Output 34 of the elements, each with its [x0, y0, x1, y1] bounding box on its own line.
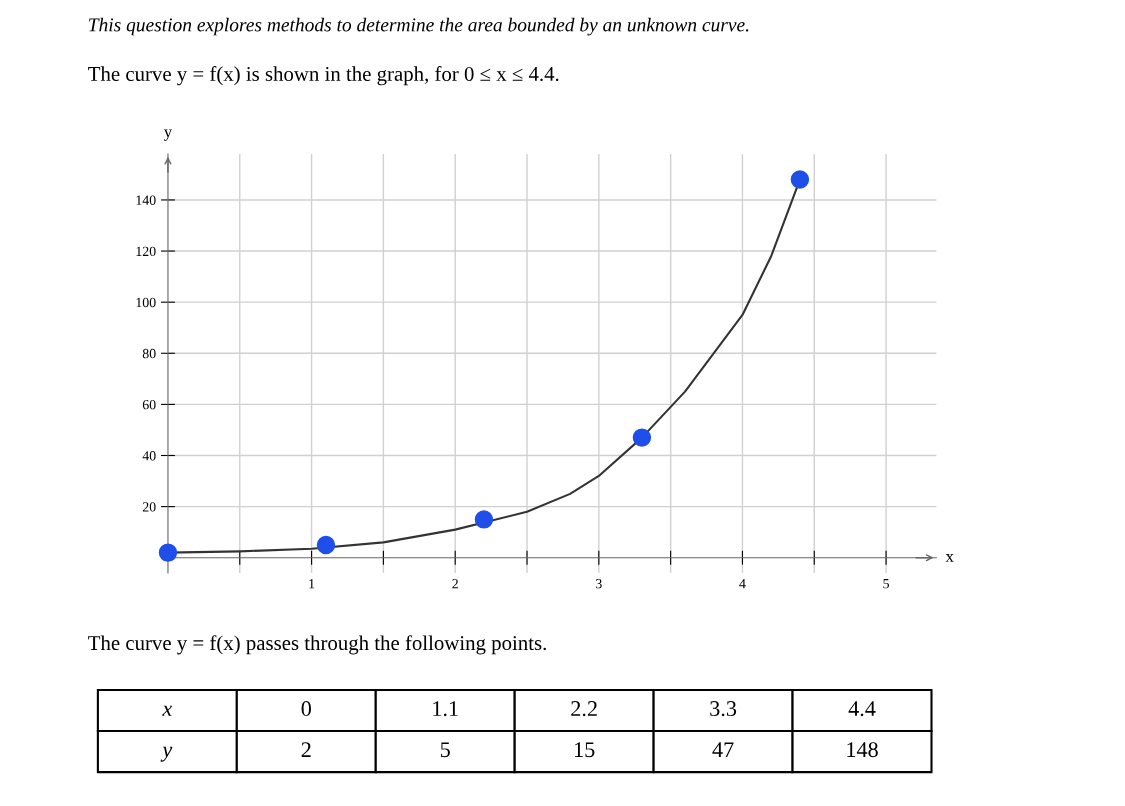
x-axis-title: x	[945, 554, 954, 562]
y-axis-title: y	[164, 129, 173, 141]
x-tick-label: 2	[452, 579, 458, 589]
text: 1.1	[433, 701, 458, 717]
text: 47	[712, 742, 734, 757]
text: 4.4	[848, 701, 876, 717]
point	[158, 543, 178, 562]
x-tick-label: 1	[309, 579, 315, 589]
text: 0	[301, 701, 311, 717]
x-tick-label: 5	[883, 579, 889, 589]
point	[632, 428, 652, 447]
y-tick-label: 120	[136, 246, 156, 257]
y-tick-label: 20	[142, 502, 156, 512]
y-tick-label: 140	[136, 195, 156, 205]
text: 2.2	[571, 701, 597, 717]
text: x	[162, 705, 173, 716]
x-tick-label: 4	[739, 579, 746, 589]
y-tick-label: 100	[136, 297, 156, 308]
text: 15	[575, 742, 595, 758]
point	[316, 535, 336, 555]
text: 5	[440, 742, 450, 758]
y-tick-label: 60	[142, 399, 156, 410]
point	[474, 510, 494, 529]
y-tick-label: 80	[142, 348, 156, 359]
text: y	[160, 746, 173, 762]
chart-subtitle: The curve y = f(x) is shown in the graph, for 0 ≤ x ≤ 4.4.	[88, 66, 559, 86]
text: 148	[847, 742, 878, 758]
text: The curve y = f(x) passes through the following points.	[88, 635, 546, 655]
chart-title: This question explores methods to determine the area bounded by an unknown curve.	[89, 17, 749, 36]
y-tick-label: 40	[142, 451, 156, 461]
text: 3.3	[710, 701, 737, 717]
text: 2	[301, 742, 311, 757]
x-tick-label: 3	[596, 579, 602, 589]
point	[790, 170, 810, 189]
